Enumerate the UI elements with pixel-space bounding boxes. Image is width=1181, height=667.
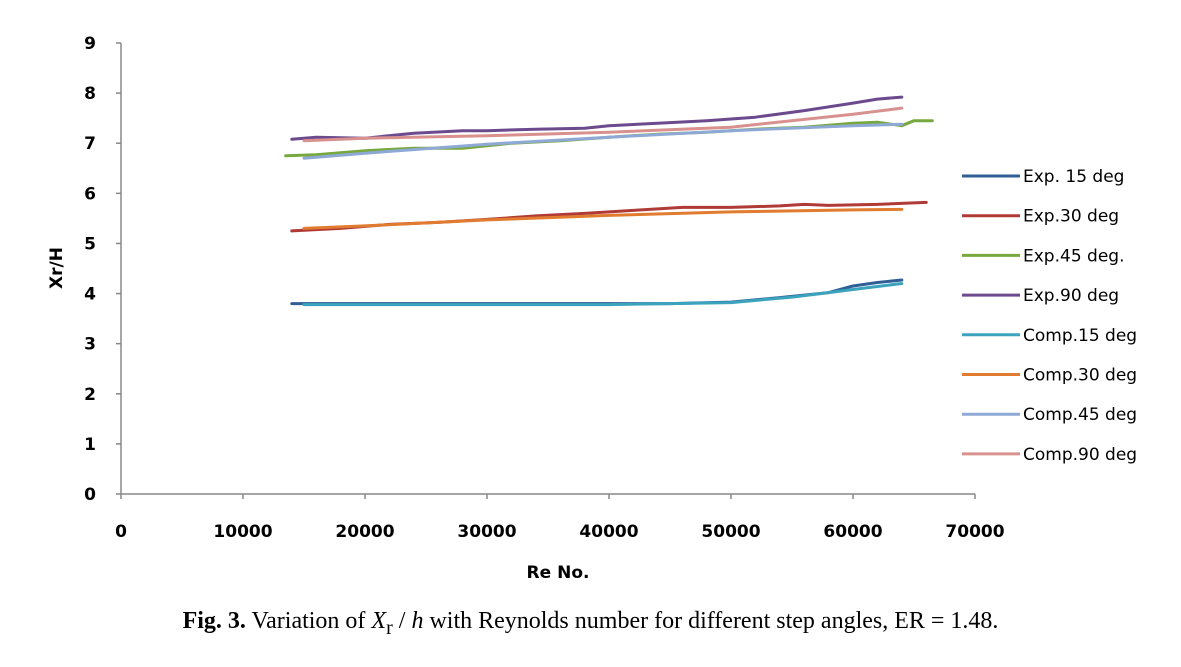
x-tick-label: 30000 <box>457 522 516 542</box>
caption-slash: / <box>392 608 412 634</box>
y-tick-label: 5 <box>84 234 96 254</box>
y-tick-label: 7 <box>84 134 96 154</box>
caption-h: h <box>411 608 424 634</box>
x-axis-title: Re No. <box>527 563 590 583</box>
series-line-5 <box>302 282 904 307</box>
series-line-7 <box>302 122 904 160</box>
caption-figure-number: Fig. 3. <box>182 608 246 634</box>
series-line-8 <box>302 106 904 143</box>
x-tick-label: 20000 <box>335 522 394 542</box>
legend-label: Exp.45 deg. <box>1023 246 1124 266</box>
legend-label: Comp.45 deg <box>1023 405 1137 425</box>
legend: Exp. 15 deg Exp.30 deg Exp.45 deg. Exp.90 d… <box>962 167 1137 465</box>
y-tick-label: 2 <box>84 385 96 405</box>
y-tick-label: 1 <box>84 435 96 455</box>
figure-caption: Fig. 3. Variation of Xr / h with Reynold… <box>0 608 1181 640</box>
x-tick-label: 50000 <box>701 522 760 542</box>
legend-label: Exp.30 deg <box>1023 207 1119 227</box>
legend-label: Exp. 15 deg <box>1023 167 1124 187</box>
y-tick-label: 4 <box>84 285 96 305</box>
series-line-4 <box>290 95 904 141</box>
x-tick-labels: 0 10000 20000 30000 40000 50000 60000 70000 <box>115 494 1005 542</box>
caption-text-after: with Reynolds number for different step … <box>423 608 999 634</box>
series-line-6 <box>302 207 904 230</box>
legend-label: Comp.30 deg <box>1023 366 1137 386</box>
y-tick-label: 9 <box>84 34 96 54</box>
x-tick-label: 70000 <box>945 522 1004 542</box>
series-line-1 <box>290 278 904 306</box>
x-tick-label: 10000 <box>213 522 272 542</box>
series-lines <box>284 95 934 307</box>
legend-label: Exp.90 deg <box>1023 286 1119 306</box>
legend-label: Comp.90 deg <box>1023 445 1137 465</box>
y-axis-title: Xr/H <box>47 247 67 289</box>
x-tick-label: 60000 <box>823 522 882 542</box>
x-tick-label: 40000 <box>579 522 638 542</box>
caption-text-before: Variation of <box>245 608 372 634</box>
legend-label: Comp.15 deg <box>1023 326 1137 346</box>
y-tick-label: 6 <box>84 184 96 204</box>
y-tick-label: 8 <box>84 84 96 104</box>
caption-subscript: r <box>386 616 393 639</box>
caption-variable: X <box>371 608 387 634</box>
y-tick-label: 3 <box>84 335 96 355</box>
y-tick-label: 0 <box>84 485 96 505</box>
y-tick-labels: 0 1 2 3 4 5 6 7 8 9 <box>84 34 121 505</box>
axes <box>120 43 975 495</box>
line-chart: 0 1 2 3 4 5 6 7 8 9 0 10000 20000 30000 40000 50000 600… <box>47 34 1137 583</box>
x-tick-label: 0 <box>115 522 127 542</box>
